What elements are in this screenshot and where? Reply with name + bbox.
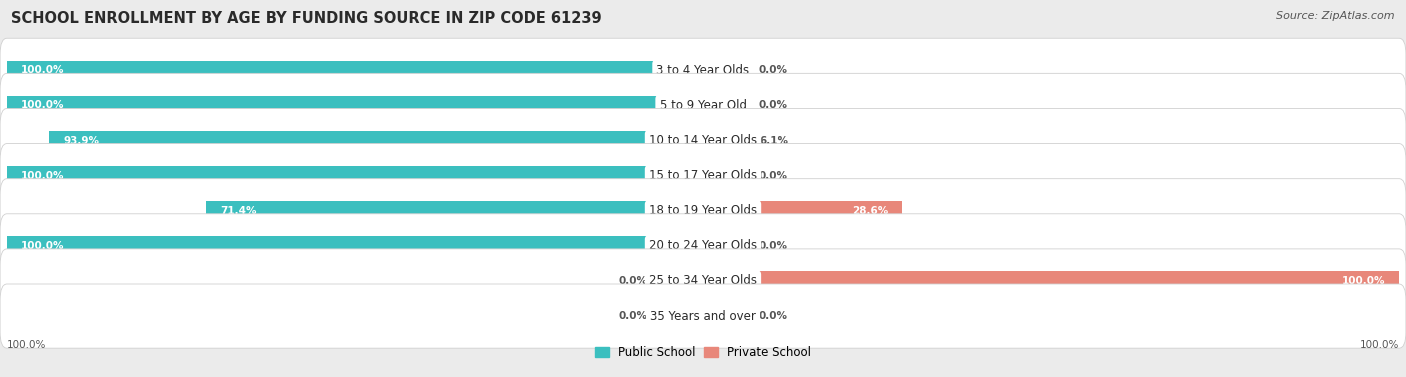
FancyBboxPatch shape [0,74,1406,138]
Text: 0.0%: 0.0% [759,65,787,75]
Text: 71.4%: 71.4% [219,206,256,216]
Text: 10 to 14 Year Olds: 10 to 14 Year Olds [650,134,756,147]
Text: 100.0%: 100.0% [1360,340,1399,350]
Bar [7,96,703,115]
Text: 100.0%: 100.0% [7,340,46,350]
Bar [207,201,703,221]
Legend: Public School, Private School: Public School, Private School [589,342,817,364]
Text: Source: ZipAtlas.com: Source: ZipAtlas.com [1277,11,1395,21]
FancyBboxPatch shape [0,179,1406,243]
Text: 3 to 4 Year Olds: 3 to 4 Year Olds [657,64,749,77]
Text: 100.0%: 100.0% [21,65,65,75]
Text: 100.0%: 100.0% [21,171,65,181]
Text: 100.0%: 100.0% [21,100,65,110]
Bar [661,271,703,291]
Text: 20 to 24 Year Olds: 20 to 24 Year Olds [650,239,756,252]
Bar [703,271,1399,291]
Text: 18 to 19 Year Olds: 18 to 19 Year Olds [650,204,756,217]
FancyBboxPatch shape [0,249,1406,313]
FancyBboxPatch shape [0,214,1406,278]
Text: 100.0%: 100.0% [21,241,65,251]
Bar [661,307,703,326]
Text: 100.0%: 100.0% [1341,276,1385,286]
Text: 0.0%: 0.0% [759,241,787,251]
Text: 6.1%: 6.1% [759,136,789,146]
FancyBboxPatch shape [0,38,1406,103]
Text: 0.0%: 0.0% [759,100,787,110]
Text: 28.6%: 28.6% [852,206,889,216]
Text: 0.0%: 0.0% [619,276,647,286]
Bar [703,131,745,150]
Text: 15 to 17 Year Olds: 15 to 17 Year Olds [650,169,756,182]
Bar [703,166,745,185]
Text: SCHOOL ENROLLMENT BY AGE BY FUNDING SOURCE IN ZIP CODE 61239: SCHOOL ENROLLMENT BY AGE BY FUNDING SOUR… [11,11,602,26]
Text: 35 Years and over: 35 Years and over [650,310,756,323]
Text: 93.9%: 93.9% [63,136,100,146]
Bar [703,96,745,115]
Bar [49,131,703,150]
FancyBboxPatch shape [0,144,1406,208]
Bar [7,236,703,256]
Bar [703,236,745,256]
Text: 5 to 9 Year Old: 5 to 9 Year Old [659,99,747,112]
Bar [703,61,745,80]
Text: 0.0%: 0.0% [759,171,787,181]
FancyBboxPatch shape [0,284,1406,348]
Text: 0.0%: 0.0% [619,311,647,321]
Text: 25 to 34 Year Olds: 25 to 34 Year Olds [650,274,756,288]
Bar [7,61,703,80]
Bar [7,166,703,185]
Bar [703,307,745,326]
Bar [703,201,903,221]
FancyBboxPatch shape [0,109,1406,173]
Text: 0.0%: 0.0% [759,311,787,321]
